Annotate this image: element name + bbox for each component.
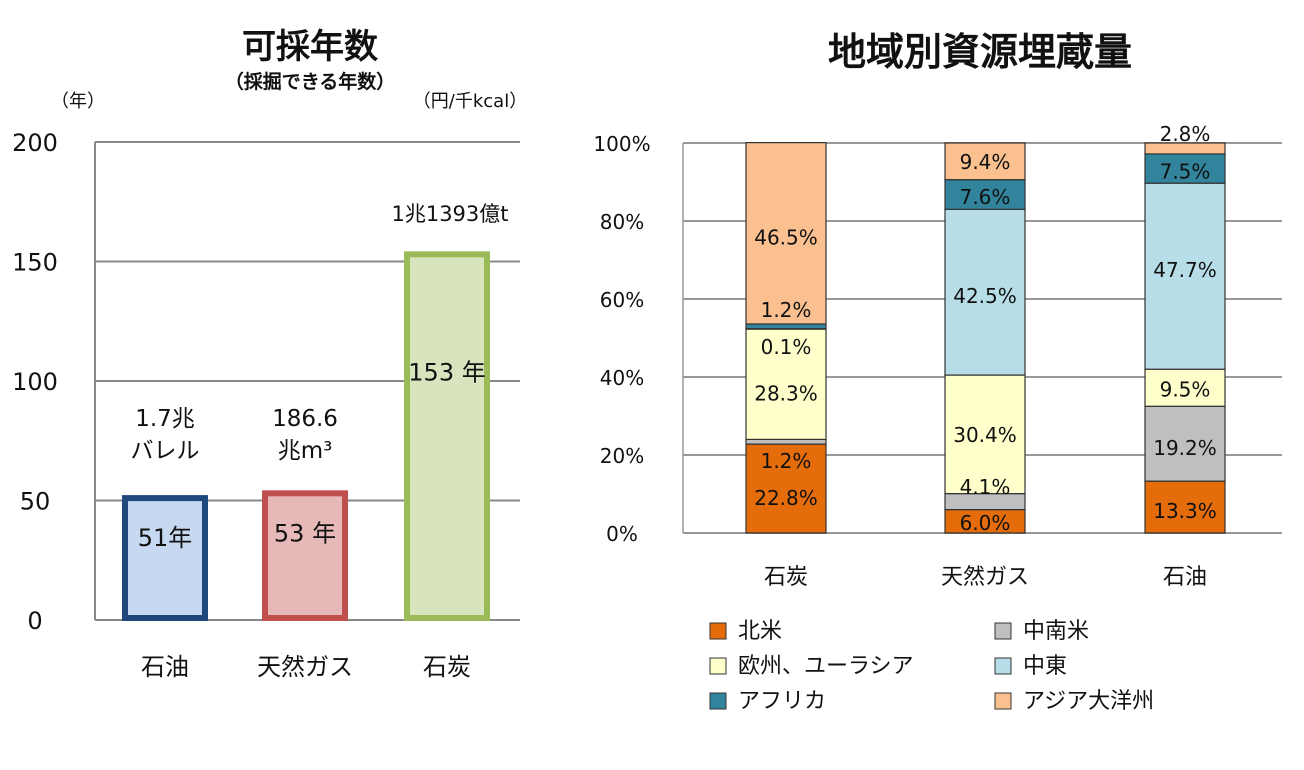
y-tick-label: 60%	[600, 288, 644, 312]
stacked-bar-segment	[944, 208, 1026, 376]
stacked-bar-segment	[745, 443, 827, 534]
reserve-label: 1.7兆	[135, 406, 195, 432]
segment-data-label: 30.4%	[953, 423, 1017, 447]
x-tick-label: 石炭	[764, 565, 808, 590]
bar-石油	[122, 495, 208, 621]
legend-label: 北米	[738, 619, 782, 644]
y-tick-label: 0	[27, 607, 42, 635]
segment-data-label: 7.5%	[1160, 159, 1211, 183]
stacked-bar-segment	[745, 328, 827, 441]
bar-data-label: 51年	[138, 524, 193, 552]
stacked-bar-segment	[1144, 153, 1226, 184]
y-axis-label: （年）	[51, 91, 105, 112]
segment-data-label: 1.2%	[761, 298, 812, 322]
stacked-bar-segment	[1144, 480, 1226, 534]
reserve-label: バレル	[131, 438, 200, 464]
segment-data-label: 4.1%	[960, 475, 1011, 499]
legend-swatch	[994, 657, 1012, 675]
legend-swatch	[994, 622, 1012, 640]
segment-data-label: 47.7%	[1153, 258, 1217, 282]
legend-label: 中南米	[1023, 619, 1089, 644]
segment-data-label: 2.8%	[1160, 122, 1211, 146]
legend-swatch	[709, 657, 727, 675]
stacked-bar-segment	[1144, 182, 1226, 370]
y-tick-label: 100	[12, 368, 58, 396]
reserve-label: 1兆1393億t	[391, 202, 508, 226]
chart-title: 可採年数	[242, 27, 378, 67]
legend-label: アジア大洋州	[1023, 689, 1154, 714]
bar-data-label: 53 年	[274, 519, 336, 547]
legend-label: 中東	[1023, 654, 1067, 679]
segment-data-label: 0.1%	[761, 335, 812, 359]
y-tick-label: 80%	[600, 210, 644, 234]
chart-title: 地域別資源埋蔵量	[828, 30, 1132, 74]
segment-data-label: 28.3%	[754, 382, 818, 406]
segment-data-label: 9.4%	[960, 150, 1011, 174]
stacked-bar-segment	[745, 438, 827, 445]
x-tick-label: 石炭	[423, 653, 471, 681]
segment-data-label: 6.0%	[960, 511, 1011, 535]
x-tick-label: 石油	[141, 653, 189, 681]
segment-data-label: 42.5%	[953, 284, 1017, 308]
bar-天然ガス	[262, 490, 348, 621]
legend-swatch	[709, 622, 727, 640]
segment-data-label: 1.2%	[761, 449, 812, 473]
bar-data-label: 153 年	[408, 358, 485, 386]
reserve-label: 兆m³	[278, 438, 333, 464]
x-tick-label: 天然ガス	[257, 653, 353, 681]
y-tick-label: 200	[12, 129, 58, 157]
chart-subtitle: （採掘できる年数）	[225, 70, 396, 93]
stacked-bar-segment	[944, 179, 1026, 210]
y-tick-label: 0%	[606, 522, 638, 546]
segment-data-label: 9.5%	[1160, 378, 1211, 402]
bar-石炭	[404, 251, 490, 622]
legend-label: アフリカ	[738, 689, 826, 714]
segment-data-label: 7.6%	[960, 185, 1011, 209]
y-tick-label: 100%	[593, 132, 650, 156]
stacked-bar-segment	[745, 323, 827, 330]
reserve-label: 186.6	[272, 406, 338, 432]
segment-data-label: 19.2%	[1153, 436, 1217, 460]
y-tick-label: 150	[12, 249, 58, 277]
x-tick-label: 石油	[1163, 565, 1207, 590]
y-tick-label: 40%	[600, 366, 644, 390]
unit-label: （円/千kcal）	[413, 91, 527, 112]
legend-label: 欧州、ユーラシア	[738, 654, 914, 679]
segment-data-label: 22.8%	[754, 486, 818, 510]
legend-swatch	[709, 692, 727, 710]
stacked-bar-segment	[745, 142, 827, 325]
stacked-bar-segment	[944, 374, 1026, 495]
stacked-bar-segment	[1144, 405, 1226, 482]
y-tick-label: 50	[20, 488, 51, 516]
stacked-bar-segment	[1144, 368, 1226, 407]
segment-data-label: 46.5%	[754, 226, 818, 250]
y-tick-label: 20%	[600, 444, 644, 468]
stacked-bar-segment	[944, 142, 1026, 181]
x-tick-label: 天然ガス	[941, 565, 1029, 590]
legend-swatch	[994, 692, 1012, 710]
stacked-bar-segment	[1144, 142, 1226, 155]
segment-data-label: 13.3%	[1153, 499, 1217, 523]
